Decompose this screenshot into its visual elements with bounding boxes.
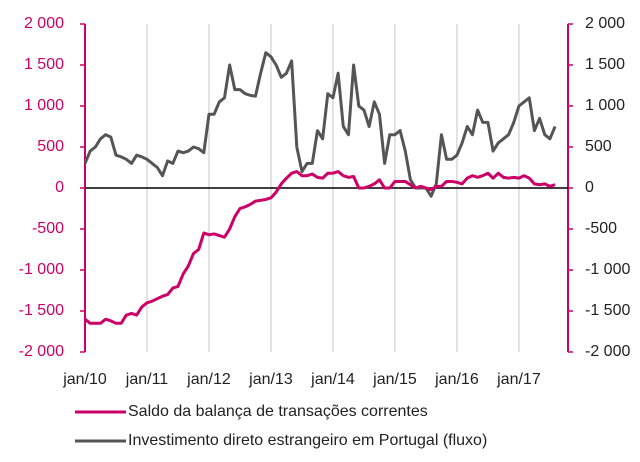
y-tick-label: -500 xyxy=(32,220,64,237)
y-tick-label: 0 xyxy=(55,179,64,196)
y2-tick-label: 1 000 xyxy=(585,97,625,114)
y2-tick-label: -1 000 xyxy=(585,261,630,278)
x-tick-label: jan/13 xyxy=(248,371,293,388)
y-tick-label: -2 000 xyxy=(19,343,64,360)
series-line xyxy=(84,170,556,325)
y2-tick-label: -500 xyxy=(585,220,617,237)
y-tick-label: 1 000 xyxy=(24,97,64,114)
x-tick-label: jan/10 xyxy=(62,371,107,388)
x-tick-label: jan/12 xyxy=(186,371,231,388)
x-tick-label: jan/17 xyxy=(496,371,541,388)
y2-tick-label: -2 000 xyxy=(585,343,630,360)
legend-label: Investimento direto estrangeiro em Portu… xyxy=(128,432,487,449)
y2-tick-label: 500 xyxy=(585,138,612,155)
y-tick-label: 1 500 xyxy=(24,56,64,73)
series-line xyxy=(83,51,557,198)
y2-tick-label: 0 xyxy=(585,179,594,196)
y2-tick-label: -1 500 xyxy=(585,302,630,319)
y2-tick-label: 1 500 xyxy=(585,56,625,73)
y-tick-label: 2 000 xyxy=(24,15,64,32)
y2-tick-label: 2 000 xyxy=(585,15,625,32)
x-tick-label: jan/11 xyxy=(125,371,169,388)
y-tick-label: 500 xyxy=(37,138,64,155)
y-tick-label: -1 000 xyxy=(19,261,64,278)
x-tick-label: jan/14 xyxy=(310,371,355,388)
y-tick-label: -1 500 xyxy=(19,302,64,319)
x-tick-label: jan/16 xyxy=(434,371,479,388)
legend-label: Saldo da balança de transações correntes xyxy=(128,403,428,420)
x-tick-label: jan/15 xyxy=(372,371,417,388)
